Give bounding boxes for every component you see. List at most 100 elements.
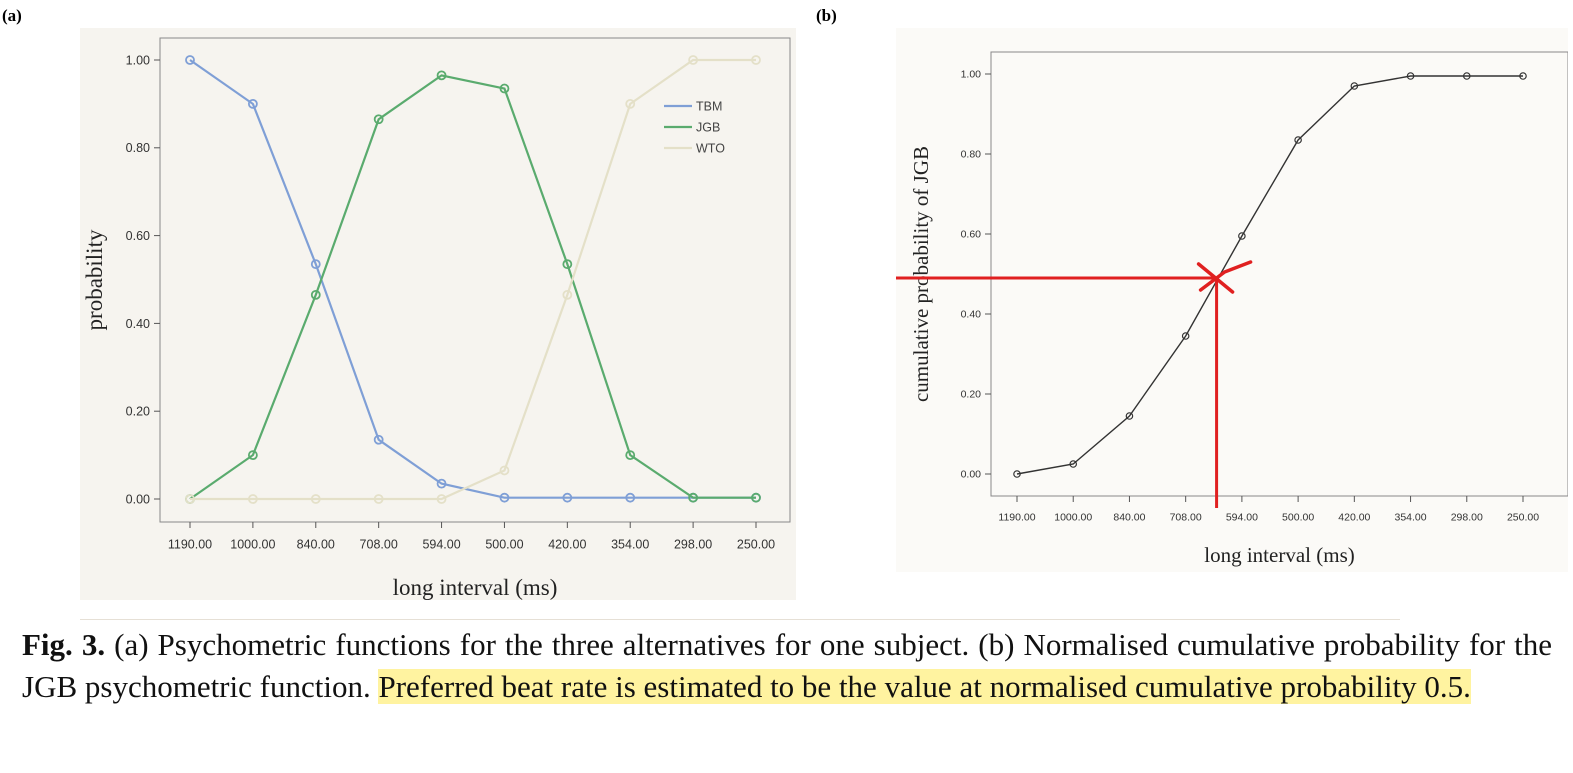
hand-drawn-x-mark [1196,260,1253,294]
y-tick-label: 0.20 [961,389,982,401]
data-point [562,492,573,503]
data-point [436,70,447,81]
data-point [1350,82,1359,90]
x-tick-label: 250.00 [737,538,775,552]
data-point [310,259,321,270]
chart-b-cumulative-probability: 0.00 0.20 0.40 0.60 0.80 1.00 1190.00 1000.00 84… [896,28,1568,572]
legend-entry-wto: WTO [696,142,725,156]
data-point [373,494,384,504]
red-crosshair-annotation [896,260,1253,508]
x-tick-label: 708.00 [1170,512,1202,524]
data-point [185,494,195,504]
x-tick-label: 1190.00 [168,538,212,552]
data-point [373,434,384,445]
data-point [499,492,510,503]
caption-divider [80,619,1400,620]
y-tick-label: 0.80 [126,141,150,155]
data-point [1181,332,1190,340]
data-point [1462,72,1471,80]
x-axis-label: long interval (ms) [393,575,558,600]
x-tick-label: 250.00 [1507,512,1539,524]
data-point [562,289,573,300]
y-axis: 0.00 0.20 0.40 0.60 0.80 1.00 [961,69,991,481]
data-point [1125,412,1134,420]
data-point [185,55,195,65]
data-point [1238,232,1246,240]
data-point [1519,72,1527,80]
x-tick-label: 298.00 [674,538,712,552]
series-line [189,74,756,500]
y-axis: 0.00 0.20 0.40 0.60 0.80 1.00 [126,53,160,506]
data-point [625,99,636,109]
caption-highlighted-text: Preferred beat rate is estimated to be t… [378,669,1471,704]
x-tick-label: 1000.00 [230,538,275,552]
series-line [189,59,756,499]
x-tick-label: 420.00 [1338,512,1370,524]
y-tick-label: 1.00 [126,53,150,67]
data-point [1294,136,1302,144]
caption-text: (a) Psychometric functions for the three… [22,627,1552,704]
x-tick-label: 594.00 [1226,512,1258,524]
x-tick-label: 594.00 [422,538,460,552]
data-point [625,450,636,461]
y-tick-label: 0.80 [961,149,982,161]
data-point [310,494,321,504]
y-tick-label: 0.00 [126,492,150,506]
data-point [562,259,573,270]
x-tick-label: 840.00 [297,538,335,552]
y-tick-label: 0.40 [961,309,982,321]
data-point [688,55,699,65]
series-line [190,58,756,501]
x-tick-label: 298.00 [1451,512,1483,524]
figure-caption: Fig. 3. (a) Psychometric functions for t… [22,624,1552,708]
data-point [247,99,258,109]
panel-label-b: (b) [816,6,837,25]
data-point [436,494,447,504]
x-tick-label: 708.00 [360,538,398,552]
data-point [247,494,258,504]
y-tick-label: 1.00 [961,69,982,81]
y-axis-label: probability [82,229,107,330]
data-point [688,492,699,503]
data-point [1013,470,1021,478]
data-point [1069,460,1078,468]
plot-frame [990,51,1568,497]
data-point [751,492,761,503]
data-point [499,83,510,94]
chart-background [896,28,1568,572]
y-tick-label: 0.20 [126,405,150,419]
data-point [436,478,447,489]
x-tick-label: 354.00 [1394,512,1426,524]
data-point [310,289,321,300]
x-tick-label: 500.00 [1282,512,1314,524]
x-tick-label: 1190.00 [998,512,1035,524]
x-tick-label: 420.00 [548,538,586,552]
x-axis-label: long interval (ms) [1204,543,1354,567]
y-tick-label: 0.00 [961,469,982,481]
chart-a-psychometric-functions: 0.00 0.20 0.40 0.60 0.80 1.00 1190.00 1000.00 84… [80,28,796,600]
y-axis-label: cumulative probability of JGB [909,146,933,402]
x-tick-label: 840.00 [1113,512,1145,524]
x-tick-label: 500.00 [485,538,523,552]
y-tick-label: 0.60 [961,229,982,241]
legend-entry-tbm: TBM [696,100,722,114]
x-axis: 1190.00 1000.00 840.00 708.00 594.00 500.00 42… [998,496,1539,524]
series-wto [185,55,761,504]
x-tick-label: 354.00 [611,538,649,552]
data-point [751,55,761,65]
plot-frame [159,37,791,523]
data-point [247,450,258,461]
series-line [1016,75,1523,475]
chart-background [80,28,796,600]
data-point [499,465,510,476]
legend-entry-jgb: JGB [696,121,720,135]
y-tick-label: 0.40 [126,317,150,331]
y-tick-label: 0.60 [126,229,150,243]
data-point [625,492,636,503]
legend: TBM JGB WTO [664,100,725,156]
data-point [373,114,384,125]
caption-figure-label: Fig. 3. [22,627,106,662]
x-axis: 1190.00 1000.00 840.00 708.00 594.00 500.00 42… [168,522,775,552]
data-point [1406,72,1415,80]
series-jgb-cumulative [1013,72,1527,478]
